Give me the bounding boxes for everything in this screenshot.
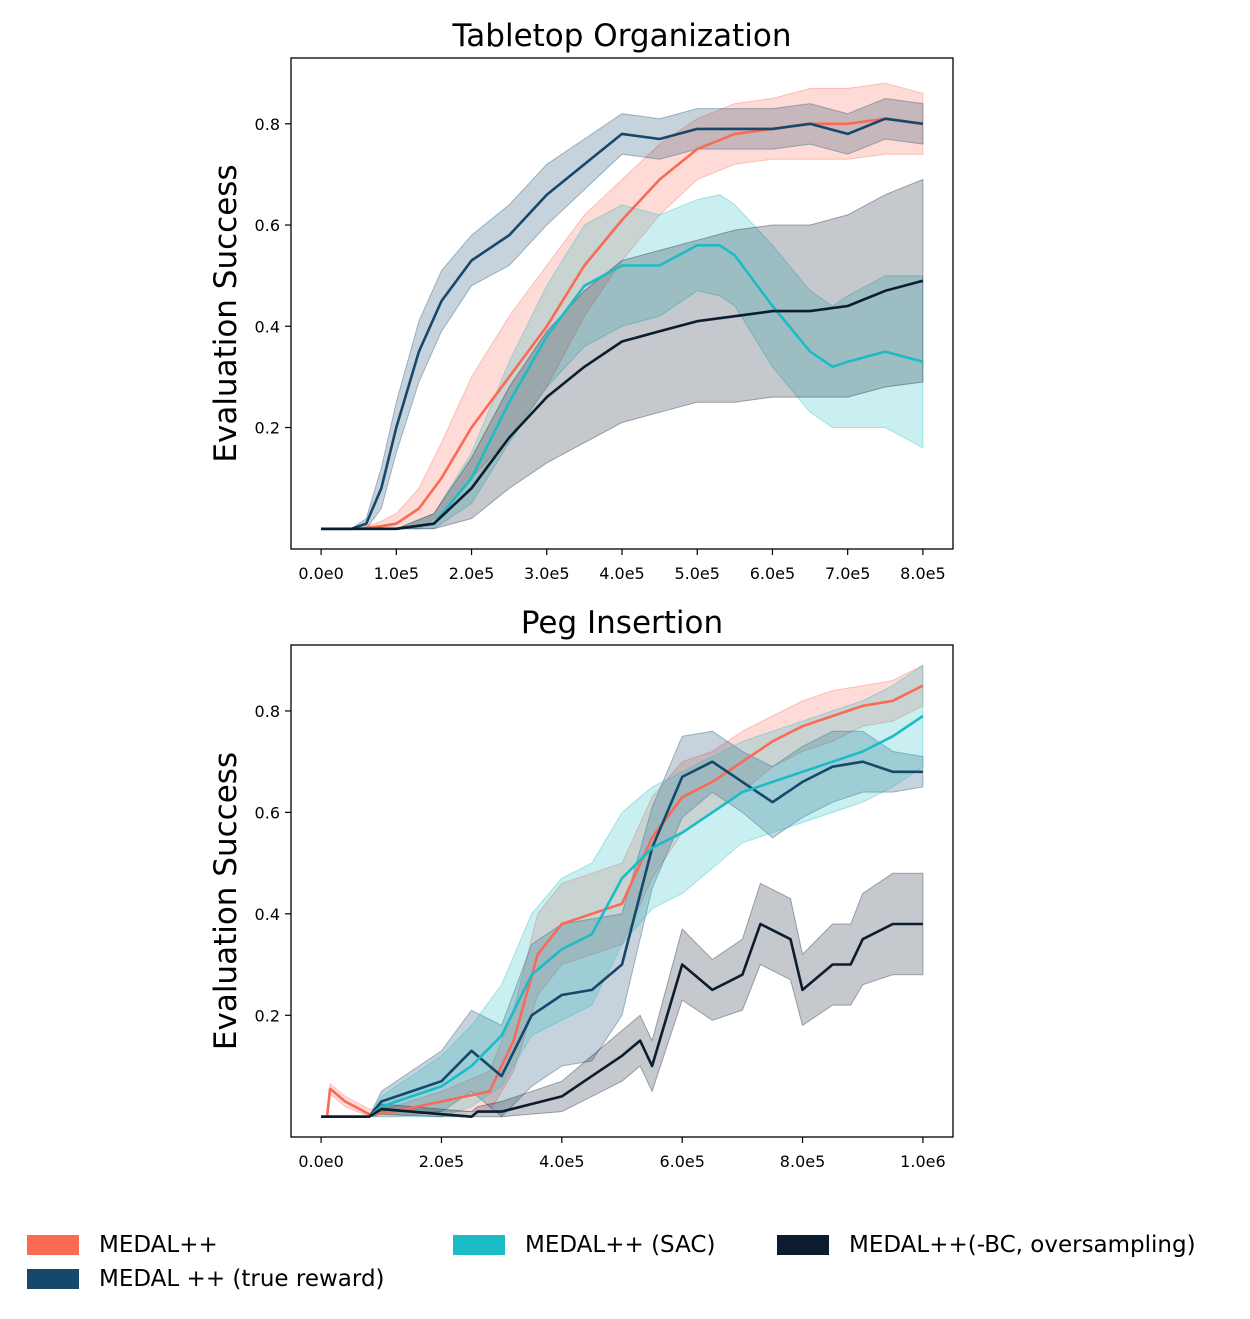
series-line-medal-sac [321, 244, 924, 531]
plot-area [321, 664, 924, 1118]
legend: MEDAL++ MEDAL ++ (true reward) MEDAL++ (… [0, 1222, 1250, 1302]
band-medal-sac [321, 194, 924, 530]
series-line-medal-sac [321, 714, 924, 1118]
legend-label-true-reward: MEDAL ++ (true reward) [99, 1266, 385, 1292]
y-tick-label: 0.4 [255, 905, 280, 924]
x-tick-label: 0.0e0 [298, 1152, 343, 1171]
x-tick-label: 3.0e5 [524, 564, 569, 583]
y-tick-label: 0.2 [255, 419, 280, 438]
series-line-medal-bc-oversampling [321, 279, 924, 531]
figure-canvas: 0.0e0 1.0e5 2.0e5 3.0e5 4.0e5 5.0e5 6.0e5 7.0e5… [208, 18, 954, 1171]
legend-label-medal: MEDAL++ [99, 1232, 218, 1258]
y-tick-label: 0.6 [255, 216, 280, 235]
y-tick-label: 0.2 [255, 1006, 280, 1025]
x-tick-label: 4.0e5 [539, 1152, 584, 1171]
series-line-medal-true-reward [321, 117, 924, 531]
peg-insertion-plot: 0.0e0 2.0e5 4.0e5 6.0e5 8.0e5 1.0e6 0.2 0.4 0.6 0… [208, 605, 954, 1171]
series-line-medal-true-reward [321, 760, 923, 1118]
plot-area [321, 82, 924, 531]
tabletop-organization-plot: 0.0e0 1.0e5 2.0e5 3.0e5 4.0e5 5.0e5 6.0e5 7.0e5… [208, 18, 954, 583]
legend-swatch-bc [777, 1235, 829, 1255]
y-tick-label: 0.6 [255, 803, 280, 822]
legend-item-bc: MEDAL++(-BC, oversampling) [777, 1232, 1196, 1258]
chart-title: Peg Insertion [521, 605, 723, 641]
axes-frame [290, 644, 954, 1138]
series-line-medal [321, 684, 924, 1118]
legend-label-bc: MEDAL++(-BC, oversampling) [849, 1232, 1196, 1258]
legend-swatch-true-reward [27, 1269, 79, 1289]
y-tick-label: 0.4 [255, 317, 280, 336]
y-tick-label: 0.8 [255, 702, 280, 721]
chart-title: Tabletop Organization [451, 18, 791, 54]
x-tick-label: 1.0e6 [900, 1152, 945, 1171]
x-tick-label: 5.0e5 [674, 564, 719, 583]
series-line-medal-bc-oversampling [321, 922, 923, 1118]
x-tick-label: 0.0e0 [298, 564, 343, 583]
x-tick-label: 2.0e5 [449, 564, 494, 583]
legend-swatch-medal [27, 1235, 79, 1255]
x-tick-label: 4.0e5 [599, 564, 644, 583]
y-axis-label: Evaluation Success [208, 752, 244, 1050]
legend-item-medal: MEDAL++ [27, 1232, 218, 1258]
x-tick-label: 7.0e5 [825, 564, 870, 583]
y-axis-label: Evaluation Success [208, 164, 244, 462]
x-tick-label: 1.0e5 [374, 564, 419, 583]
x-tick-label: 6.0e5 [659, 1152, 704, 1171]
legend-item-sac: MEDAL++ (SAC) [453, 1232, 715, 1258]
legend-swatch-sac [453, 1235, 505, 1255]
x-tick-label: 2.0e5 [419, 1152, 464, 1171]
x-tick-label: 8.0e5 [900, 564, 945, 583]
legend-item-true-reward: MEDAL ++ (true reward) [27, 1266, 385, 1292]
x-tick-label: 6.0e5 [750, 564, 795, 583]
x-tick-label: 8.0e5 [780, 1152, 825, 1171]
legend-label-sac: MEDAL++ (SAC) [525, 1232, 716, 1258]
y-tick-label: 0.8 [255, 115, 280, 134]
